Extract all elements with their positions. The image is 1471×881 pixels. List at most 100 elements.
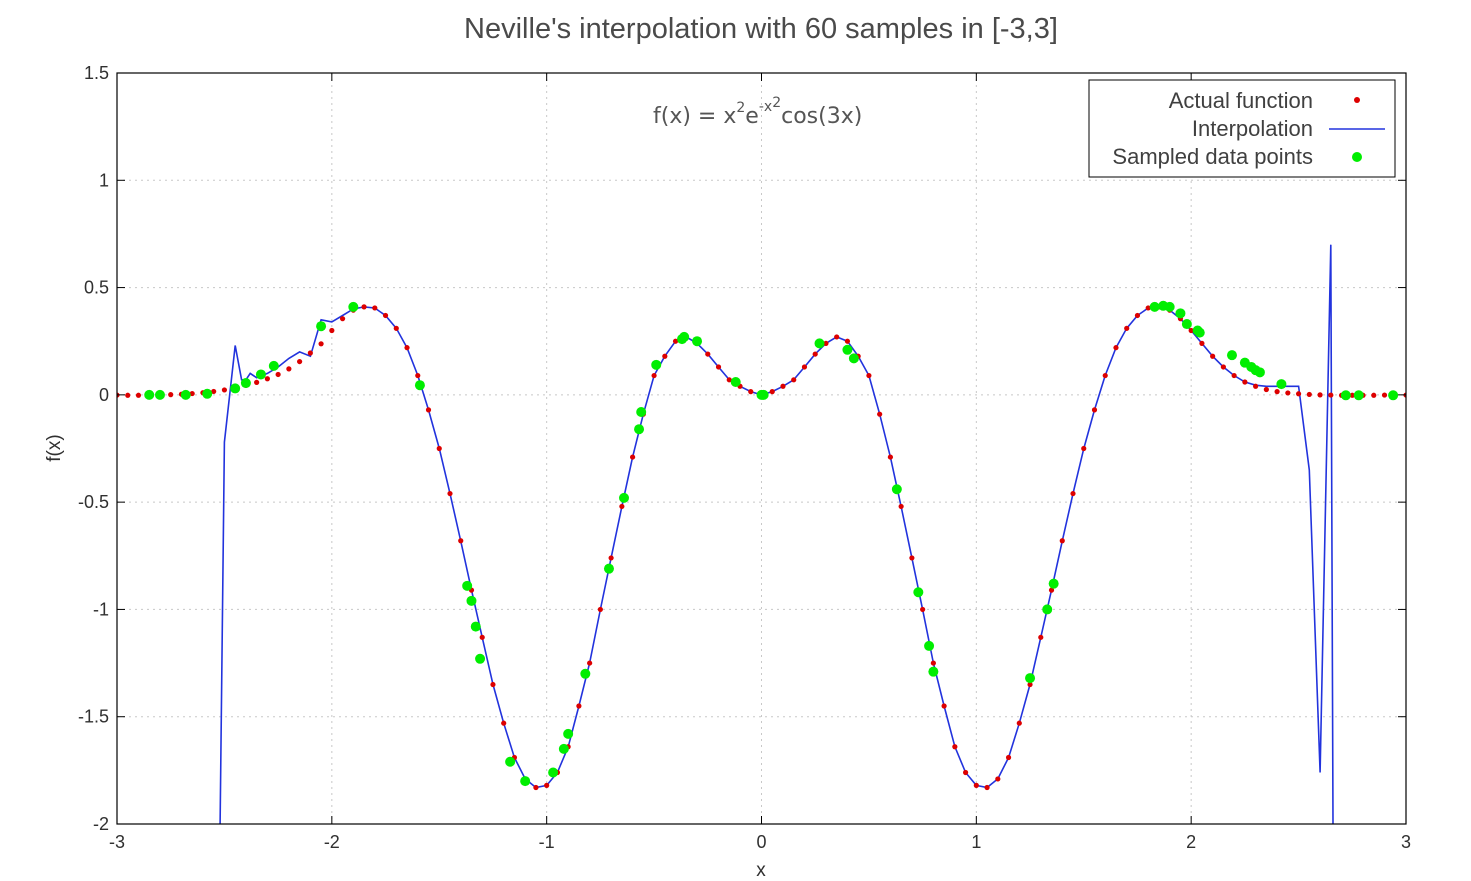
actual-function-point (973, 782, 979, 788)
legend: Actual function Interpolation Sampled da… (1088, 79, 1396, 178)
actual-function-point (576, 703, 582, 709)
actual-function-point (425, 407, 432, 413)
sampled-data-point (144, 389, 155, 400)
actual-function-point (1113, 345, 1119, 351)
sampled-data-point (1388, 390, 1399, 401)
sampled-data-point (1194, 327, 1205, 338)
actual-function-point (329, 327, 335, 334)
sampled-data-point (1276, 379, 1287, 390)
actual-function-point (1102, 372, 1108, 379)
actual-function-point (1091, 407, 1098, 413)
actual-function-point (791, 377, 797, 383)
actual-function-point (1188, 327, 1194, 334)
actual-function-point (1199, 340, 1205, 346)
sampled-data-point (758, 389, 769, 400)
actual-function-point (630, 454, 636, 460)
y-tick-label: -1.5 (78, 707, 109, 727)
actual-function-point (909, 555, 915, 561)
sampled-data-point (255, 369, 266, 380)
sampled-data-point (466, 595, 477, 606)
actual-function-point (801, 364, 808, 370)
actual-function-point (1016, 720, 1022, 726)
x-axis-label: x (756, 860, 766, 881)
sampled-data-point (1181, 319, 1192, 330)
actual-function-point (1295, 391, 1302, 397)
actual-function-point (780, 383, 786, 389)
plot-area (117, 244, 1406, 824)
sampled-data-point (603, 563, 614, 574)
sampled-data-point (924, 640, 935, 651)
y-axis-label: f(x) (44, 434, 65, 461)
actual-function-point (1317, 392, 1323, 398)
actual-function-point (211, 388, 217, 395)
sampled-data-point (1254, 367, 1265, 378)
sampled-data-point (848, 353, 859, 364)
sampled-data-point (730, 376, 741, 387)
actual-function-point (962, 769, 969, 776)
actual-function-point (221, 387, 228, 393)
grid (117, 73, 1406, 824)
sampled-data-point (520, 776, 531, 787)
sampled-data-point (1048, 578, 1059, 589)
actual-function-point (458, 538, 464, 544)
actual-function-point (533, 784, 539, 791)
actual-function-point (372, 305, 378, 311)
actual-function-point (920, 606, 926, 613)
sampled-data-point (636, 407, 647, 418)
actual-function-point (264, 376, 270, 382)
sampled-data-point (580, 668, 591, 679)
actual-function-point (941, 703, 947, 709)
legend-marker-samples (1352, 152, 1362, 162)
actual-function-point (1263, 386, 1269, 393)
sampled-data-point (558, 743, 569, 754)
actual-function-point (125, 392, 131, 398)
actual-function-point (1242, 379, 1248, 385)
sampled-data-point (1149, 301, 1160, 312)
actual-function-point (415, 372, 421, 379)
plot-frame (116, 72, 1407, 825)
actual-function-point (254, 379, 260, 386)
actual-function-point (726, 377, 732, 383)
actual-function-point (447, 490, 453, 497)
sampled-data-point (462, 580, 473, 591)
actual-function-point (984, 784, 990, 791)
actual-function-point (393, 325, 399, 331)
actual-function-point (597, 606, 603, 613)
actual-function-point (1048, 587, 1055, 593)
sampled-data-point (316, 321, 327, 332)
actual-function-point (834, 334, 840, 340)
sampled-data-point (414, 380, 425, 391)
actual-function-point (952, 744, 958, 750)
actual-function-point (844, 338, 851, 344)
x-tick-label: -2 (324, 832, 340, 852)
y-tick-label: 0 (99, 385, 109, 405)
axis-ticks: -3 -2 -1 0 1 2 31.510.50-0.5-1-1.5-2 (78, 63, 1411, 852)
actual-function-point (672, 338, 679, 344)
sampled-data-point (1226, 350, 1237, 361)
actual-function-point (1124, 325, 1130, 331)
formula-annotation: f(x) = x2e-x2cos(3x) (653, 95, 862, 129)
sampled-data-point (180, 389, 191, 400)
sampled-data-point (928, 666, 939, 677)
y-tick-label: 1.5 (84, 63, 109, 83)
x-tick-label: 2 (1186, 832, 1196, 852)
sampled-data-point (154, 389, 165, 400)
x-tick-label: -3 (109, 832, 125, 852)
y-tick-label: -0.5 (78, 492, 109, 512)
sampled-data-point (634, 424, 645, 435)
y-tick-label: 1 (99, 170, 109, 190)
sampled-data-point (240, 378, 251, 389)
actual-function-point (544, 782, 550, 788)
sampled-data-point (692, 336, 703, 347)
sampled-data-point (202, 388, 213, 399)
series-interpolation-line (219, 244, 1334, 824)
actual-function-point (866, 372, 872, 379)
actual-function-point (275, 371, 281, 378)
sampled-data-point (563, 728, 574, 739)
actual-function-point (1231, 372, 1237, 379)
actual-function-point (715, 364, 722, 370)
legend-label-actual: Actual function (1169, 88, 1313, 113)
actual-function-point (436, 445, 442, 452)
sampled-data-point (348, 301, 359, 312)
